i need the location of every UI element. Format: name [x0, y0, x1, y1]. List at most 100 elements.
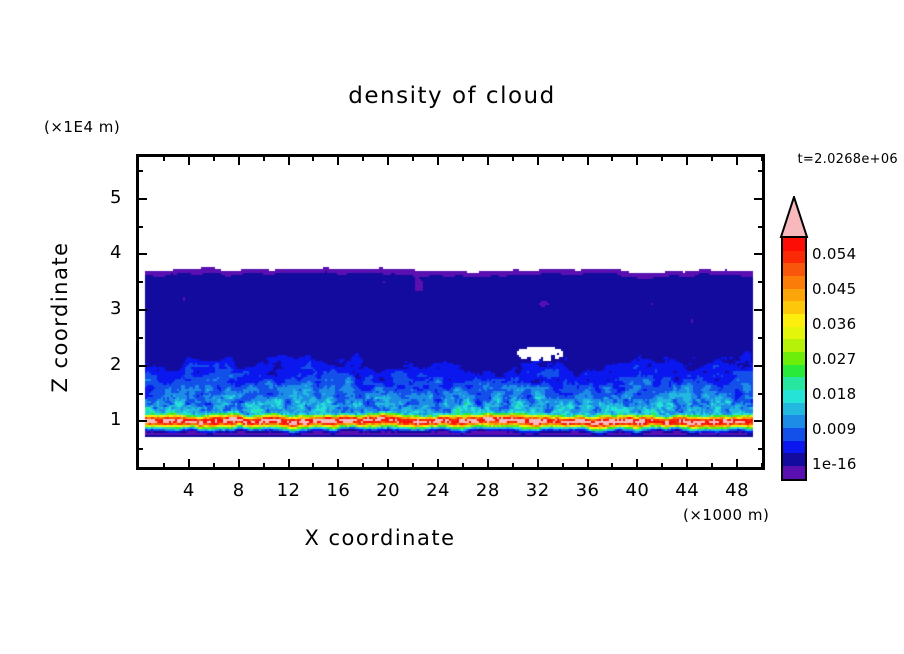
- x-tick-minor: [761, 463, 763, 468]
- colorbar-bands: [781, 236, 807, 481]
- x-tick-label: 48: [725, 480, 750, 501]
- x-tick-major: [536, 459, 539, 468]
- x-tick-label: 24: [426, 480, 450, 501]
- x-tick-minor: [711, 463, 714, 468]
- x-tick-major: [636, 156, 639, 165]
- x-tick-minor: [362, 156, 365, 161]
- colorbar-band: [783, 276, 805, 289]
- colorbar-band: [783, 390, 805, 403]
- x-tick-minor: [611, 156, 614, 161]
- x-tick-major: [586, 459, 589, 468]
- timestamp-annotation: t=2.0268e+06: [797, 152, 898, 167]
- colorbar-tick-label: 1e-16: [812, 455, 857, 474]
- y-tick-major: [138, 309, 147, 312]
- colorbar-band: [783, 440, 805, 454]
- y-tick-major: [138, 420, 147, 423]
- y-tick-label: 4: [110, 242, 122, 264]
- y-tick-major: [754, 309, 763, 312]
- y-tick-major: [754, 253, 763, 256]
- x-tick-major: [736, 459, 739, 468]
- x-tick-minor: [162, 463, 165, 468]
- x-tick-major: [237, 156, 240, 165]
- colorbar-band: [783, 250, 805, 264]
- colorbar-band: [783, 453, 805, 467]
- y-tick-major: [138, 364, 147, 367]
- y-tick-minor: [138, 169, 143, 172]
- y-tick-minor: [758, 392, 763, 395]
- colorbar-band: [783, 415, 805, 429]
- x-tick-minor: [312, 463, 315, 468]
- x-tick-major: [337, 459, 340, 468]
- colorbar-band: [783, 402, 805, 416]
- x-tick-minor: [262, 463, 265, 468]
- x-axis-unit-label: (×1000 m): [683, 506, 770, 524]
- y-tick-minor: [758, 169, 763, 172]
- x-tick-label: 40: [625, 480, 650, 501]
- colorbar-over-arrow-icon: [779, 196, 809, 238]
- colorbar-tick-label: 0.009: [812, 420, 857, 439]
- y-tick-major: [754, 364, 763, 367]
- x-tick-major: [287, 156, 290, 165]
- y-axis-title: Z coordinate: [48, 241, 72, 393]
- x-tick-label: 12: [276, 480, 301, 501]
- x-tick-major: [736, 156, 739, 165]
- x-tick-major: [387, 459, 390, 468]
- x-tick-label: 44: [675, 480, 700, 501]
- x-tick-major: [536, 156, 539, 165]
- y-tick-minor: [138, 281, 143, 284]
- y-tick-label: 3: [110, 298, 122, 320]
- x-tick-major: [486, 156, 489, 165]
- colorbar-band: [783, 339, 805, 353]
- y-tick-major: [138, 197, 147, 200]
- colorbar-band: [783, 301, 805, 315]
- x-tick-minor: [162, 156, 165, 161]
- x-tick-minor: [511, 463, 514, 468]
- x-tick-major: [187, 459, 190, 468]
- x-tick-minor: [611, 463, 614, 468]
- x-tick-major: [337, 156, 340, 165]
- x-tick-minor: [661, 463, 664, 468]
- x-tick-minor: [561, 463, 564, 468]
- colorbar-band: [783, 352, 805, 365]
- x-tick-minor: [412, 156, 415, 161]
- colorbar-band: [783, 263, 805, 277]
- colorbar-band: [783, 314, 805, 327]
- y-tick-minor: [758, 448, 763, 451]
- plot-area: [136, 154, 765, 470]
- y-axis-unit-label: (×1E4 m): [44, 118, 121, 136]
- colorbar-band: [783, 428, 805, 441]
- x-tick-minor: [761, 156, 763, 161]
- x-tick-major: [686, 156, 689, 165]
- x-tick-minor: [711, 156, 714, 161]
- x-tick-major: [387, 156, 390, 165]
- x-tick-minor: [212, 463, 215, 468]
- heatmap-field: [139, 157, 762, 467]
- x-tick-minor: [461, 156, 464, 161]
- x-tick-major: [237, 459, 240, 468]
- x-tick-label: 32: [525, 480, 550, 501]
- y-tick-minor: [758, 336, 763, 339]
- y-tick-major: [754, 197, 763, 200]
- x-tick-minor: [511, 156, 514, 161]
- colorbar-band: [783, 377, 805, 391]
- x-tick-label: 36: [575, 480, 600, 501]
- colorbar-tick-label: 0.054: [812, 245, 857, 264]
- colorbar-tick-label: 0.045: [812, 280, 857, 299]
- y-tick-minor: [758, 225, 763, 228]
- y-tick-minor: [138, 225, 143, 228]
- x-tick-minor: [412, 463, 415, 468]
- x-tick-major: [486, 459, 489, 468]
- colorbar-band: [783, 288, 805, 302]
- y-tick-major: [754, 420, 763, 423]
- x-tick-minor: [212, 156, 215, 161]
- x-tick-minor: [312, 156, 315, 161]
- x-tick-label: 20: [376, 480, 401, 501]
- x-tick-minor: [661, 156, 664, 161]
- colorbar-band: [783, 238, 805, 251]
- y-tick-minor: [138, 448, 143, 451]
- colorbar: [779, 196, 809, 481]
- x-tick-major: [187, 156, 190, 165]
- x-tick-label: 8: [232, 480, 245, 501]
- x-tick-major: [686, 459, 689, 468]
- colorbar-band: [783, 326, 805, 340]
